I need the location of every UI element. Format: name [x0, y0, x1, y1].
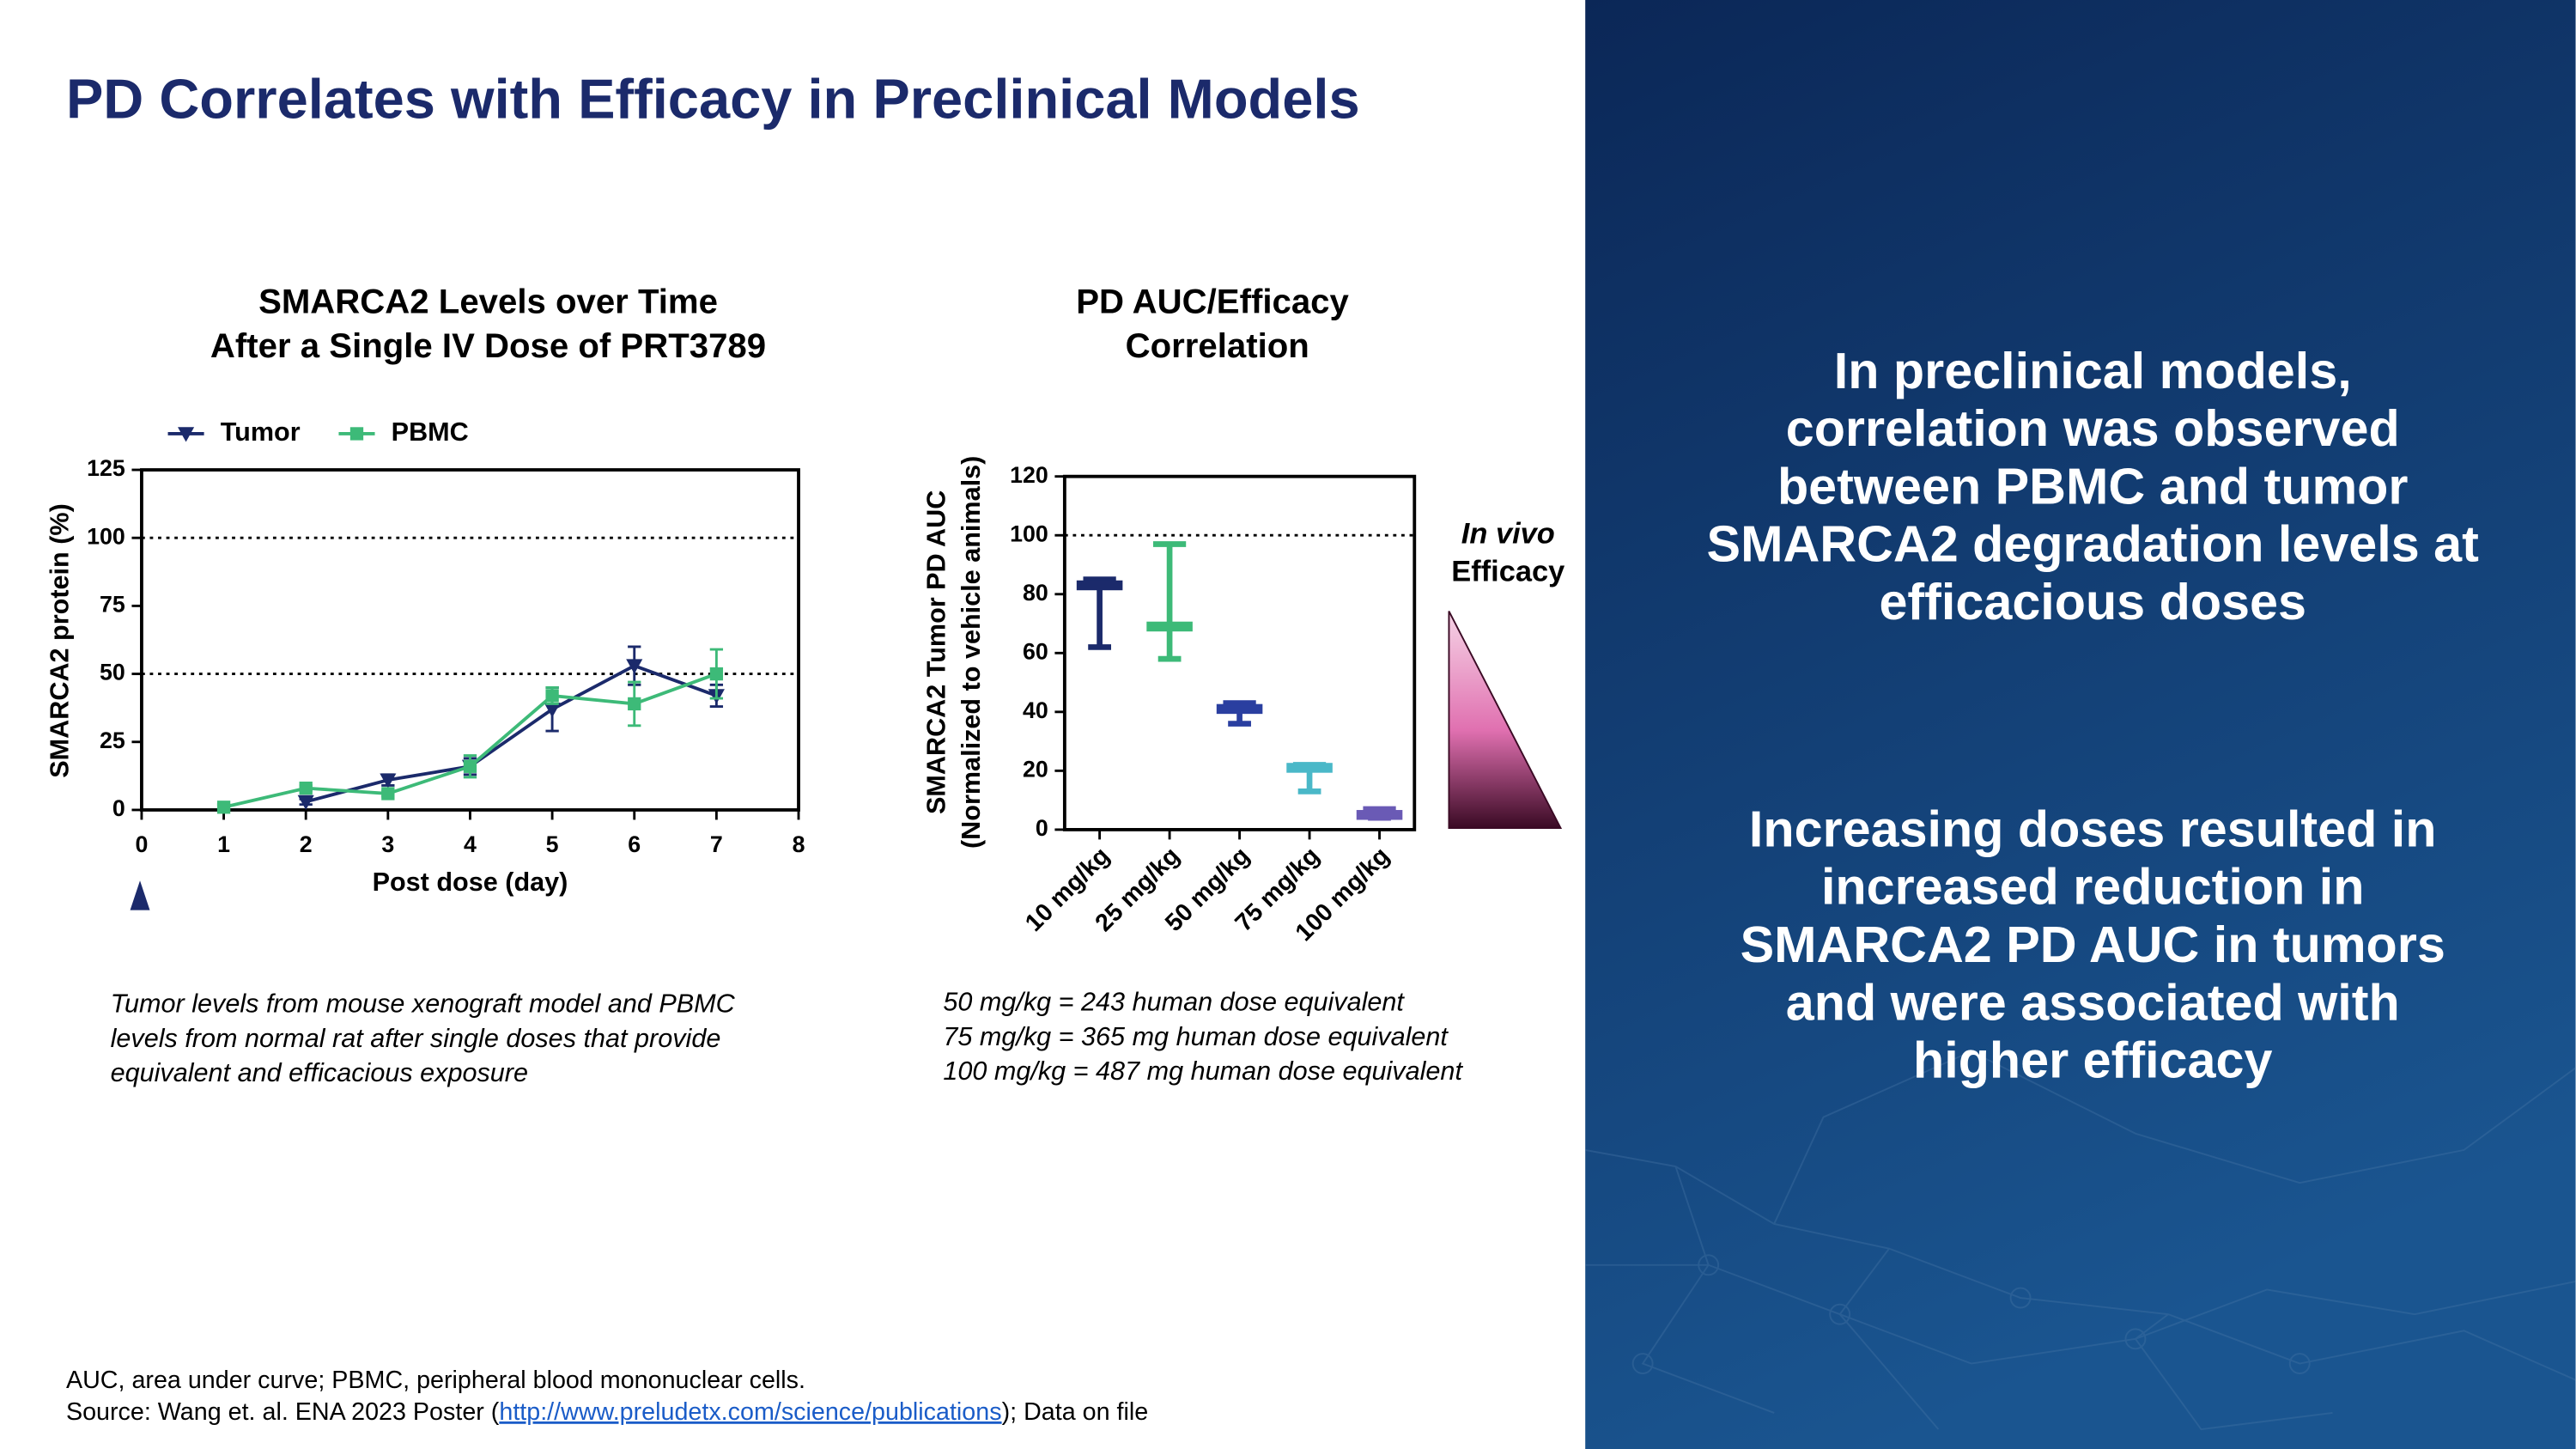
median-bar — [1286, 763, 1333, 773]
legend-marker — [178, 427, 195, 442]
caption: levels from normal rat after single dose… — [111, 1024, 721, 1053]
footnote-text: Source: Wang et. al. ENA 2023 Poster ( — [66, 1397, 500, 1425]
data-point — [545, 689, 559, 703]
sidebar-text: efficacious doses — [1879, 573, 2306, 630]
y-tick-label: 40 — [1023, 697, 1048, 723]
footnote-text: ); Data on file — [1002, 1397, 1149, 1425]
x-tick-label: 1 — [217, 831, 230, 857]
chart-title: SMARCA2 Levels over Time — [258, 282, 718, 320]
y-tick-label: 100 — [87, 523, 125, 549]
data-point — [297, 795, 314, 811]
x-tick-label: 7 — [710, 831, 723, 857]
x-tick-label: 3 — [381, 831, 394, 857]
data-point — [299, 781, 313, 795]
x-tick-label: 8 — [793, 831, 805, 857]
y-tick-label: 25 — [100, 728, 125, 753]
chart-title: Correlation — [1126, 326, 1309, 365]
slide-title: PD Correlates with Efficacy in Preclinic… — [66, 68, 1360, 131]
legend-marker — [349, 427, 364, 441]
median-bar — [1076, 580, 1123, 591]
caption: 75 mg/kg = 365 mg human dose equivalent — [943, 1022, 1449, 1051]
data-point — [628, 697, 641, 711]
x-tick-label: 4 — [464, 831, 477, 857]
sidebar-background — [1585, 0, 2576, 1449]
y-tick-label: 0 — [112, 795, 125, 821]
sidebar-text: Increasing doses resulted in — [1749, 800, 2437, 857]
y-tick-label: 125 — [87, 455, 125, 481]
y-tick-label: 0 — [1036, 815, 1048, 841]
x-tick-label: 0 — [135, 831, 148, 857]
y-tick-label: 80 — [1023, 580, 1048, 606]
chart-title: PD AUC/Efficacy — [1076, 282, 1349, 320]
legend-label: Tumor — [221, 417, 301, 447]
sidebar-text: higher efficacy — [1913, 1032, 2272, 1089]
caption: 50 mg/kg = 243 human dose equivalent — [943, 988, 1405, 1017]
data-point — [709, 667, 724, 681]
dose-marker — [130, 880, 150, 910]
y-tick-label: 50 — [100, 660, 125, 685]
x-tick-label: 5 — [546, 831, 559, 857]
median-bar — [1146, 621, 1193, 632]
data-point — [380, 773, 397, 788]
legend-label: PBMC — [392, 417, 469, 447]
series-line — [305, 663, 718, 804]
y-tick-label: 60 — [1023, 638, 1048, 664]
y-tick-label: 100 — [1010, 521, 1048, 546]
whisker — [1083, 576, 1116, 650]
footnote: Source: Wang et. al. ENA 2023 Poster (ht… — [66, 1397, 1148, 1425]
x-tick-label: 6 — [628, 831, 641, 857]
data-point — [463, 759, 477, 773]
sidebar-text: In preclinical models, — [1834, 342, 2352, 399]
footnote: AUC, area under curve; PBMC, peripheral … — [66, 1367, 805, 1394]
y-tick-label: 75 — [100, 591, 125, 617]
data-point — [544, 703, 561, 718]
network-decoration — [1585, 1050, 2576, 1431]
caption: 100 mg/kg = 487 mg human dose equivalent — [943, 1056, 1463, 1086]
annotation: In vivo — [1461, 518, 1555, 551]
sidebar-text: between PBMC and tumor — [1777, 457, 2408, 514]
source-link[interactable]: http://www.preludetx.com/science/publica… — [499, 1397, 1001, 1425]
efficacy-triangle — [1448, 611, 1563, 829]
y-axis-label: (Normalized to vehicle animals) — [957, 456, 986, 849]
caption: Tumor levels from mouse xenograft model … — [111, 989, 736, 1019]
chart-title: After a Single IV Dose of PRT3789 — [210, 326, 766, 365]
data-point — [381, 787, 395, 801]
median-bar — [1356, 810, 1403, 820]
data-point — [626, 659, 643, 674]
annotation: Efficacy — [1451, 556, 1564, 588]
series-line — [223, 672, 718, 809]
sidebar-text: increased reduction in — [1821, 858, 2365, 916]
data-point — [216, 801, 231, 814]
median-bar — [1216, 703, 1263, 715]
x-axis-label: Post dose (day) — [373, 868, 568, 897]
sidebar-text: SMARCA2 PD AUC in tumors — [1741, 916, 2445, 973]
y-tick-label: 20 — [1023, 756, 1048, 782]
sidebar-text: and were associated with — [1786, 973, 2400, 1031]
y-axis-label: SMARCA2 Tumor PD AUC — [922, 490, 951, 814]
caption: equivalent and efficacious exposure — [111, 1058, 528, 1087]
sidebar-text: correlation was observed — [1786, 399, 2400, 457]
y-tick-label: 120 — [1010, 462, 1048, 488]
plot-frame — [1062, 474, 1417, 831]
y-axis-label: SMARCA2 protein (%) — [45, 503, 74, 778]
sidebar-text: SMARCA2 degradation levels at — [1707, 515, 2480, 573]
x-tick-label: 2 — [300, 831, 313, 857]
whisker — [1152, 541, 1187, 662]
